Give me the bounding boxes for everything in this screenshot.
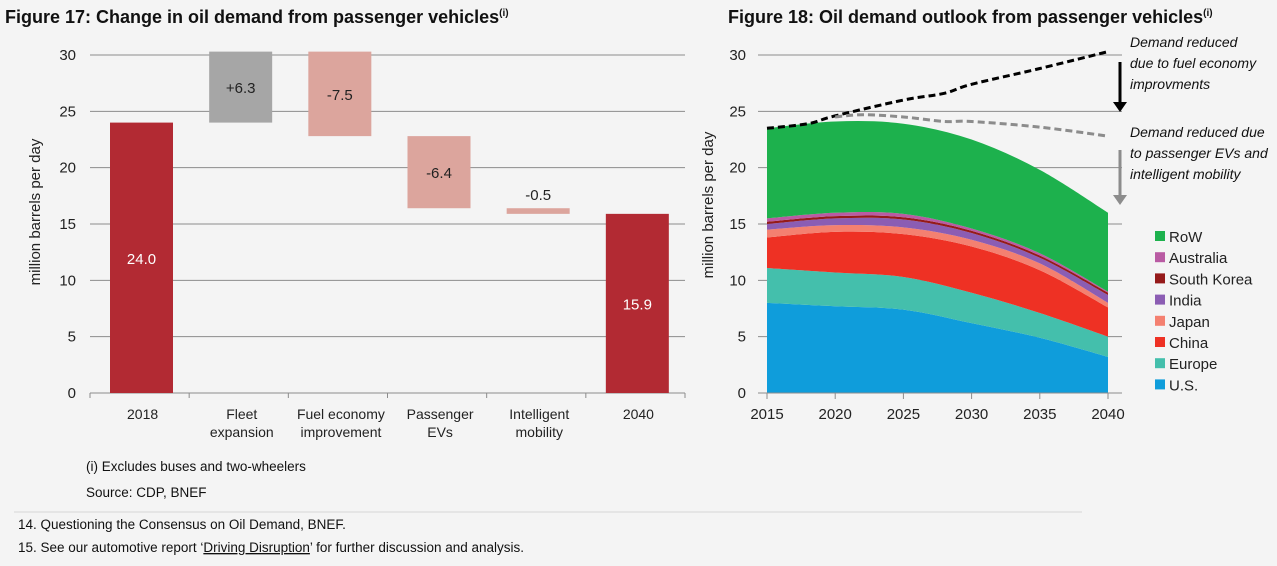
legend-label: Japan — [1169, 314, 1210, 331]
legend-swatch — [1155, 294, 1165, 305]
bar-0 — [110, 122, 173, 393]
footnote-15: 15. See our automotive report ‘Driving D… — [18, 540, 524, 555]
data-label: 15.9 — [623, 296, 652, 313]
legend-label: U.S. — [1169, 377, 1198, 394]
legend-swatch — [1155, 231, 1165, 241]
legend-label: India — [1169, 293, 1202, 310]
fig17-source: Source: CDP, BNEF — [86, 485, 207, 500]
legend-swatch — [1155, 252, 1165, 263]
x-tick-label: 2025 — [887, 406, 920, 423]
y-tick-label: 0 — [738, 385, 746, 402]
fig17-ylabel: million barrels per day — [27, 138, 44, 285]
x-category-label: Fuel economy — [297, 406, 385, 422]
legend-label: Europe — [1169, 356, 1217, 373]
legend-label: South Korea — [1169, 271, 1253, 288]
x-tick-label: 2030 — [955, 406, 988, 423]
annotation-text: improvments — [1130, 76, 1210, 92]
arrow-down-icon — [1113, 195, 1127, 205]
y-tick-label: 5 — [68, 329, 76, 346]
fig17-title: Figure 17: Change in oil demand from pas… — [5, 7, 509, 27]
y-tick-label: 10 — [59, 272, 76, 289]
data-label: 24.0 — [127, 251, 156, 268]
y-tick-label: 15 — [59, 216, 76, 233]
area-europe — [767, 267, 1108, 357]
legend-label: RoW — [1169, 229, 1203, 246]
x-category-label: improvement — [300, 424, 381, 440]
x-category-label: Fleet — [226, 406, 257, 422]
legend-swatch — [1155, 273, 1165, 284]
legend-label: Australia — [1169, 250, 1228, 267]
y-tick-label: 25 — [729, 103, 746, 120]
x-category-label: expansion — [210, 424, 274, 440]
fuel-economy-demand-line — [835, 113, 1109, 138]
y-tick-label: 30 — [729, 47, 746, 64]
legend-swatch — [1155, 337, 1165, 347]
x-category-label: 2040 — [623, 406, 654, 422]
fig17-footnote: (i) Excludes buses and two-wheelers — [86, 459, 306, 474]
bar-5 — [605, 213, 669, 393]
y-tick-label: 20 — [729, 160, 746, 177]
y-tick-label: 25 — [59, 103, 76, 120]
annotation-text: intelligent mobility — [1130, 166, 1241, 182]
legend-label: China — [1169, 335, 1209, 352]
x-tick-label: 2020 — [819, 406, 852, 423]
area-row — [767, 121, 1108, 292]
fig18-ylabel: million barrels per day — [700, 131, 717, 278]
annotation-text: due to fuel economy — [1130, 55, 1257, 71]
y-tick-label: 15 — [729, 216, 746, 233]
data-label: -0.5 — [525, 187, 551, 204]
data-label: +6.3 — [226, 80, 256, 97]
annotation-text: Demand reduced — [1130, 34, 1239, 50]
annotation-text: to passenger EVs and — [1130, 145, 1269, 161]
y-tick-label: 10 — [729, 272, 746, 289]
baseline-demand-line — [766, 50, 1109, 130]
data-label: -7.5 — [327, 87, 353, 104]
driving-disruption-link[interactable]: Driving Disruption — [203, 540, 310, 555]
bar-1 — [209, 51, 273, 123]
legend-swatch — [1155, 315, 1165, 326]
data-label: -6.4 — [426, 165, 452, 182]
x-category-label: Passenger — [407, 406, 474, 422]
y-tick-label: 5 — [738, 329, 746, 346]
footnote-14: 14. Questioning the Consensus on Oil Dem… — [18, 517, 346, 532]
bar-3 — [407, 136, 471, 209]
area-u-s- — [767, 302, 1108, 393]
bar-2 — [308, 51, 372, 137]
fig17-chart: 0 5 10 15 20 25 30 24.0 2018 +6.3 Fleet expansion -7… — [59, 47, 686, 440]
annotation-text: Demand reduced due — [1130, 124, 1265, 140]
bar-4 — [506, 208, 570, 214]
legend-swatch — [1155, 379, 1165, 390]
y-tick-label: 20 — [59, 160, 76, 177]
area-india — [767, 217, 1108, 303]
fig18-title: Figure 18: Oil demand outlook from passe… — [728, 7, 1213, 27]
x-category-label: Intelligent — [509, 406, 569, 422]
y-tick-label: 30 — [59, 47, 76, 64]
x-tick-label: 2015 — [750, 406, 783, 423]
arrow-down-icon — [1113, 102, 1127, 112]
x-category-label: mobility — [516, 424, 563, 440]
x-category-label: 2018 — [127, 406, 158, 422]
area-japan — [767, 224, 1108, 308]
x-tick-label: 2035 — [1023, 406, 1056, 423]
x-tick-label: 2040 — [1091, 406, 1124, 423]
y-tick-label: 0 — [68, 385, 76, 402]
area-china — [767, 231, 1108, 337]
x-category-label: EVs — [427, 424, 453, 440]
legend-swatch — [1155, 358, 1165, 369]
